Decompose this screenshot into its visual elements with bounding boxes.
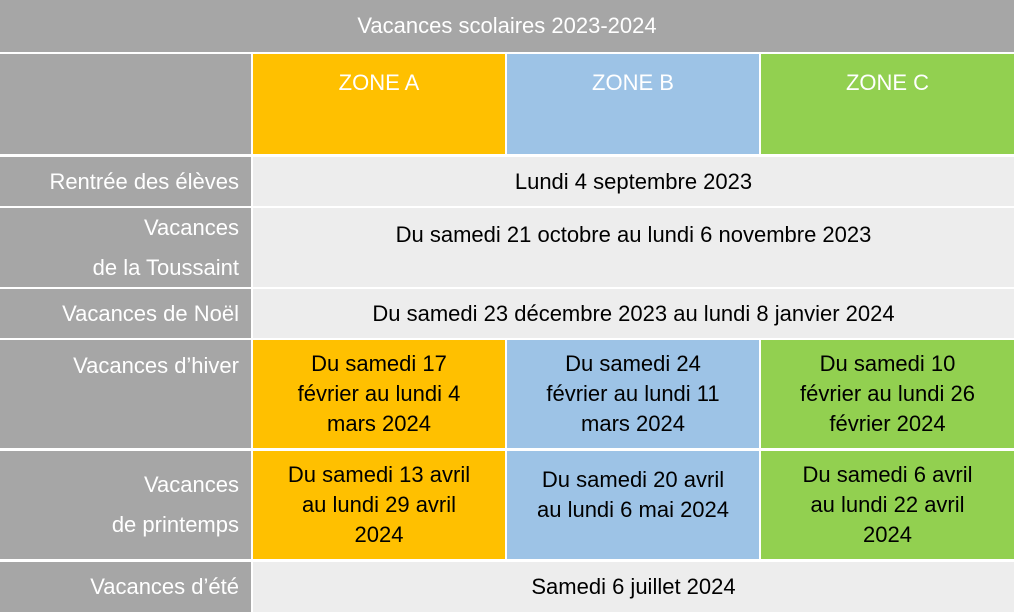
hiver-zone-c-line3: février 2024 xyxy=(829,411,946,436)
label-toussaint-line2: de la Toussaint xyxy=(92,254,239,280)
label-printemps-line1: Vacances xyxy=(144,472,239,497)
value-rentree: Lundi 4 septembre 2023 xyxy=(253,157,1014,206)
hiver-zone-b-line2: février au lundi 11 xyxy=(546,381,720,406)
value-toussaint: Du samedi 21 octobre au lundi 6 novembre… xyxy=(253,208,1014,287)
printemps-zone-a-line1: Du samedi 13 avril xyxy=(287,462,471,487)
printemps-zone-c-line3: 2024 xyxy=(863,522,912,547)
label-toussaint: Vacances de la Toussaint xyxy=(0,208,251,287)
printemps-zone-c-line1: Du samedi 6 avril xyxy=(802,462,973,487)
hiver-zone-b-line3: mars 2024 xyxy=(581,411,685,436)
corner-cell xyxy=(0,54,251,154)
zone-a-header: ZONE A xyxy=(253,54,505,154)
printemps-zone-b-line2: au lundi 6 mai 2024 xyxy=(536,497,730,522)
hiver-zone-c: Du samedi 10 février au lundi 26 février… xyxy=(761,340,1014,448)
value-ete: Samedi 6 juillet 2024 xyxy=(253,562,1014,612)
label-rentree: Rentrée des élèves xyxy=(0,157,251,206)
label-toussaint-line1: Vacances xyxy=(144,214,239,240)
label-hiver: Vacances d’hiver xyxy=(0,340,251,448)
printemps-zone-c: Du samedi 6 avril au lundi 22 avril 2024 xyxy=(761,451,1014,559)
value-noel: Du samedi 23 décembre 2023 au lundi 8 ja… xyxy=(253,289,1014,338)
hiver-zone-c-line2: février au lundi 26 xyxy=(800,381,975,406)
hiver-zone-b: Du samedi 24 février au lundi 11 mars 20… xyxy=(507,340,759,448)
label-printemps: Vacances de printemps xyxy=(0,451,251,559)
label-noel: Vacances de Noël xyxy=(0,289,251,338)
hiver-zone-a-line3: mars 2024 xyxy=(327,411,431,436)
label-printemps-line2: de printemps xyxy=(111,512,239,537)
label-ete: Vacances d’été xyxy=(0,562,251,612)
printemps-zone-b: Du samedi 20 avril au lundi 6 mai 2024 xyxy=(507,451,759,559)
hiver-zone-b-line1: Du samedi 24 xyxy=(565,351,701,376)
zone-c-header: ZONE C xyxy=(761,54,1014,154)
table-title: Vacances scolaires 2023-2024 xyxy=(0,0,1014,52)
printemps-zone-a: Du samedi 13 avril au lundi 29 avril 202… xyxy=(253,451,505,559)
printemps-zone-a-line2: au lundi 29 avril xyxy=(301,492,457,517)
printemps-zone-c-line2: au lundi 22 avril xyxy=(810,492,965,517)
zone-b-header: ZONE B xyxy=(507,54,759,154)
hiver-zone-a: Du samedi 17 février au lundi 4 mars 202… xyxy=(253,340,505,448)
hiver-zone-a-line2: février au lundi 4 xyxy=(297,381,461,406)
hiver-zone-c-line1: Du samedi 10 xyxy=(819,351,956,376)
printemps-zone-a-line3: 2024 xyxy=(354,522,404,547)
hiver-zone-a-line1: Du samedi 17 xyxy=(311,351,447,376)
printemps-zone-b-line1: Du samedi 20 avril xyxy=(541,467,725,492)
